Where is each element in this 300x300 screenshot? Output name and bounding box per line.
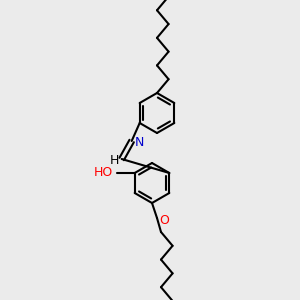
- Text: HO: HO: [93, 167, 113, 179]
- Text: O: O: [159, 214, 169, 226]
- Text: H: H: [110, 154, 119, 166]
- Text: N: N: [135, 136, 144, 148]
